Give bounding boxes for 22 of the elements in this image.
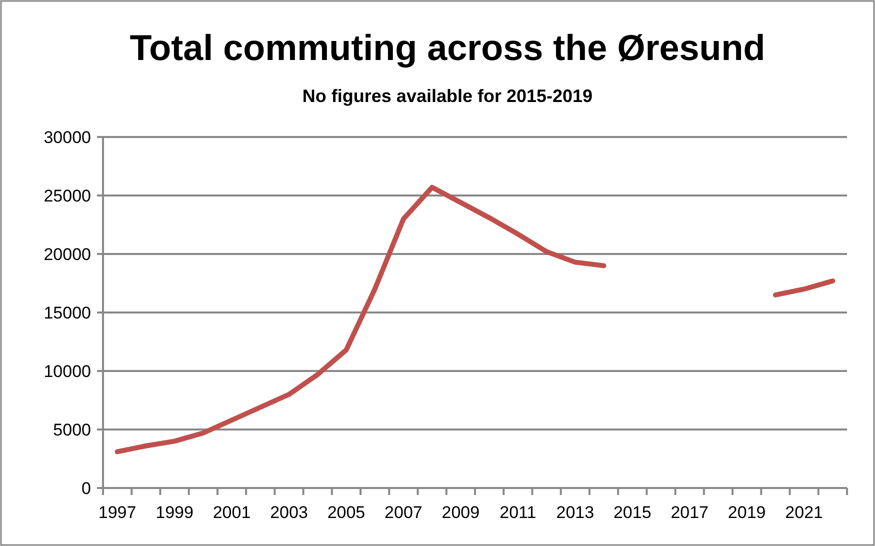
x-tick-label: 2005 [327,503,366,522]
chart-title: Total commuting across the Øresund [130,27,766,68]
x-tick-label: 2007 [384,503,422,522]
x-tick-label: 2011 [500,503,536,522]
y-tick-label: 15000 [44,303,91,322]
x-tick-label: 2013 [556,503,594,522]
y-tick-label: 5000 [53,420,91,440]
x-tick-label: 2019 [728,503,766,522]
y-tick-label: 0 [82,478,91,498]
y-tick-label: 20000 [44,244,91,264]
x-tick-label: 2001 [212,503,251,522]
x-tick-label: 1999 [156,503,194,522]
x-tick-label: 1997 [98,503,136,522]
x-tick-label: 2015 [613,503,652,522]
y-tick-label: 10000 [44,362,91,381]
chart-subtitle: No figures available for 2015-2019 [302,86,593,106]
x-tick-label: 2017 [670,503,709,522]
x-tick-label: 2009 [442,503,480,522]
x-tick-label: 2003 [270,503,308,522]
y-tick-label: 25000 [44,186,91,206]
x-tick-label: 2021 [785,503,823,522]
y-tick-label: 30000 [44,128,91,147]
